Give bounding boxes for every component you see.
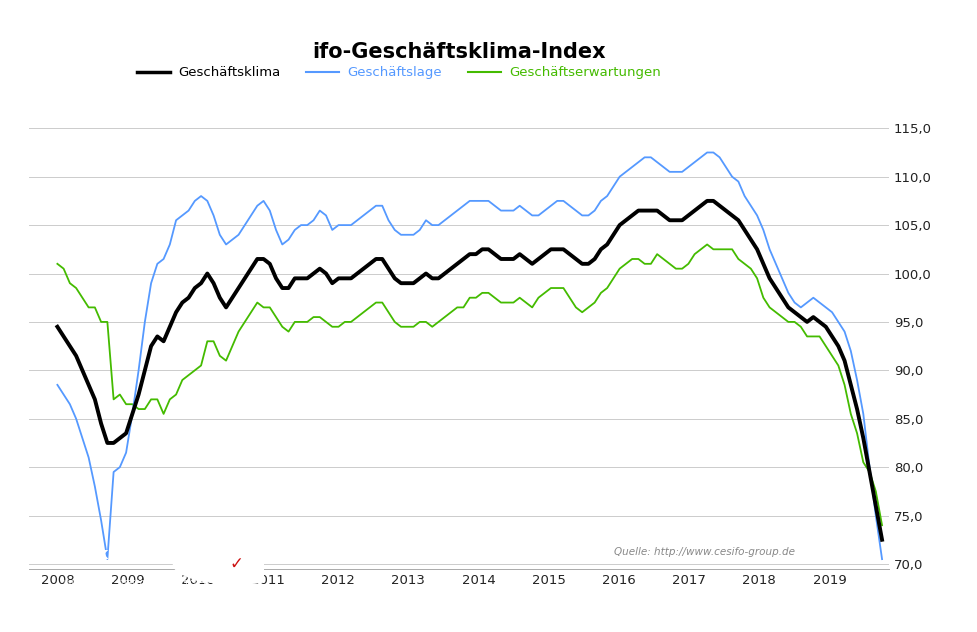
Text: ✓: ✓ — [230, 555, 243, 573]
Text: unabhängig · strategisch · treffsicher: unabhängig · strategisch · treffsicher — [64, 578, 207, 587]
Text: stockstreet.de: stockstreet.de — [64, 547, 185, 562]
Text: Quelle: http://www.cesifo-group.de: Quelle: http://www.cesifo-group.de — [614, 547, 795, 557]
Title: ifo-Geschäftsklima-Index: ifo-Geschäftsklima-Index — [313, 42, 606, 62]
Circle shape — [174, 544, 300, 584]
Legend: Geschäftsklima, Geschäftslage, Geschäftserwartungen: Geschäftsklima, Geschäftslage, Geschäfts… — [132, 61, 666, 85]
